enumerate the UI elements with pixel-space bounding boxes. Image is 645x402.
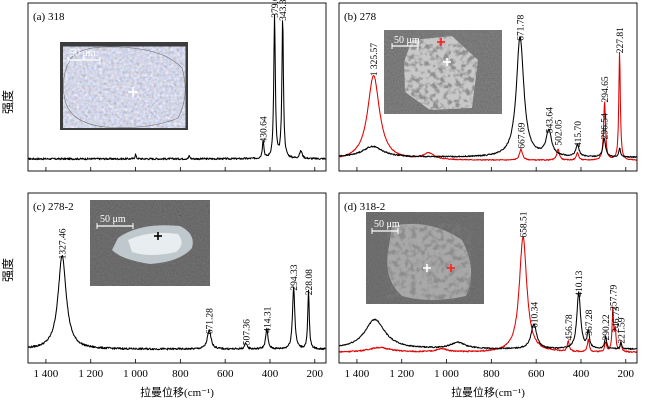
panel-c-cross-icon (154, 232, 162, 240)
panel-b: (b) 278 50 μm 1 325.57 671.78 543.64 667.69… (338, 2, 638, 172)
panel-c-peak-label-0: 1327.46 (59, 228, 69, 259)
xaxis-right-tick-label-0: 1 400 (345, 368, 370, 380)
panel-c-label: (c) 278-2 (33, 201, 74, 213)
panel-a-micrograph: 50 μm (60, 42, 188, 130)
panel-d-red-cross-icon (447, 264, 455, 272)
panel-a-scale-bar-label: 50 μm (70, 48, 96, 59)
panel-b-scale-bar-label: 50 μm (394, 35, 420, 46)
panel-d-series-red (339, 236, 638, 354)
xaxis-right-tick-label-3: 800 (483, 368, 500, 380)
xaxis-right-tick-label-6: 200 (618, 368, 635, 380)
xaxis-right-tick-label-2: 1 000 (434, 368, 459, 380)
y-axis-label-bottom: 强度 (0, 258, 15, 282)
panel-c-frame (27, 192, 327, 364)
panel-b-series-black (339, 36, 637, 159)
xaxis-right-tick-label-4: 600 (528, 368, 545, 380)
panel-d-peak-label-7: 246.73 (612, 306, 622, 332)
panel-c-series-black (27, 255, 326, 351)
xaxis-left-tick-label-4: 600 (217, 368, 234, 380)
panel-d-frame (338, 192, 638, 364)
panel-a-label: (a) 318 (33, 11, 65, 23)
x-axis-title-left: 拉曼位移(cm⁻¹) (140, 385, 214, 399)
panel-a-peak-label-1: 343.36 (279, 0, 289, 21)
panel-a-peak-label-2: 430.64 (260, 116, 270, 142)
panel-c-scale-bar-label: 50 μm (100, 214, 126, 225)
xaxis-right-tick-label-1: 1 200 (389, 368, 414, 380)
panel-d-scale-bar-label: 50 μm (374, 219, 400, 230)
panel-b-white-cross-icon (443, 58, 451, 66)
xaxis-left-tick-label-1: 1 200 (78, 368, 103, 380)
panel-d-peak-label-2: 456.78 (565, 314, 575, 340)
panel-c-peak-label-2: 507.36 (242, 319, 252, 345)
panel-a-cross-icon (128, 87, 138, 97)
panel-d-white-cross-icon (423, 264, 431, 272)
panel-b-peak-label-2: 543.64 (545, 107, 555, 133)
x-axis-title-right: 拉曼位移(cm⁻¹) (451, 385, 525, 399)
panel-b-label: (b) 278 (344, 11, 377, 23)
panel-c-peak-label-5: 228.08 (305, 269, 315, 295)
xaxis-right-tick-label-5: 400 (573, 368, 590, 380)
xaxis-left-tick-label-6: 200 (307, 368, 324, 380)
x-axis-right: 1 400 1 200 1 000 800 600 400 200 (345, 368, 635, 380)
xaxis-left-tick-label-0: 1 400 (34, 368, 59, 380)
panel-c: (c) 278-2 50 μm 1327.46 671.28 507.36 414.3… (27, 192, 327, 364)
panel-d-peak-label-6: 257.79 (609, 285, 619, 311)
panel-c-micrograph: 50 μm (90, 200, 210, 286)
panel-b-peak-label-6: 296.54 (601, 113, 611, 139)
xaxis-left-tick-label-2: 1 000 (123, 368, 148, 380)
panel-d-peak-label-3: 410.13 (575, 270, 585, 296)
x-axis-left: 1 400 1 200 1 000 800 600 400 200 (34, 368, 324, 380)
panel-b-peak-label-7: 294.65 (601, 76, 611, 102)
panel-b-peak-label-0: 1 325.57 (370, 43, 380, 77)
panel-d-micrograph: 50 μm (366, 212, 484, 304)
panel-d-peak-label-1: 610.34 (530, 302, 540, 328)
panel-b-frame (338, 2, 638, 172)
panel-d-peak-label-8: 221.59 (618, 317, 628, 343)
xaxis-left-tick-label-5: 400 (262, 368, 279, 380)
panel-c-peak-label-4: 294.33 (290, 264, 300, 290)
panel-a-series-black (28, 14, 327, 161)
xaxis-left-tick-label-3: 800 (172, 368, 189, 380)
panel-d-series-black (339, 291, 637, 351)
y-axis-label-top: 强度 (0, 90, 15, 114)
panel-d-label: (d) 318-2 (344, 201, 385, 213)
panel-d-peak-label-5: 290.22 (602, 314, 612, 340)
panel-b-peak-label-5: 415.70 (574, 121, 584, 147)
panel-a-frame (27, 2, 327, 172)
panel-b-micrograph: 50 μm (384, 30, 502, 114)
panel-d-peak-label-4: 367.28 (585, 309, 595, 335)
panel-b-peak-label-1: 671.78 (517, 15, 527, 41)
panel-b-series-red (338, 51, 637, 161)
panel-d: (d) 318-2 50 μm 658.51 610.34 456.78 410.13… (338, 192, 638, 364)
panel-b-peak-label-4: 502.05 (555, 119, 565, 145)
panel-b-red-cross-icon (437, 38, 445, 46)
panel-a-peak-label-0: 379.66 (271, 0, 281, 18)
panel-c-peak-label-3: 414.31 (263, 306, 273, 332)
panel-c-peak-label-1: 671.28 (206, 308, 216, 334)
panel-d-peak-label-0: 658.51 (520, 211, 530, 237)
panel-b-peak-label-8: 227.81 (616, 27, 626, 53)
panel-b-peak-label-3: 667.69 (518, 122, 528, 148)
